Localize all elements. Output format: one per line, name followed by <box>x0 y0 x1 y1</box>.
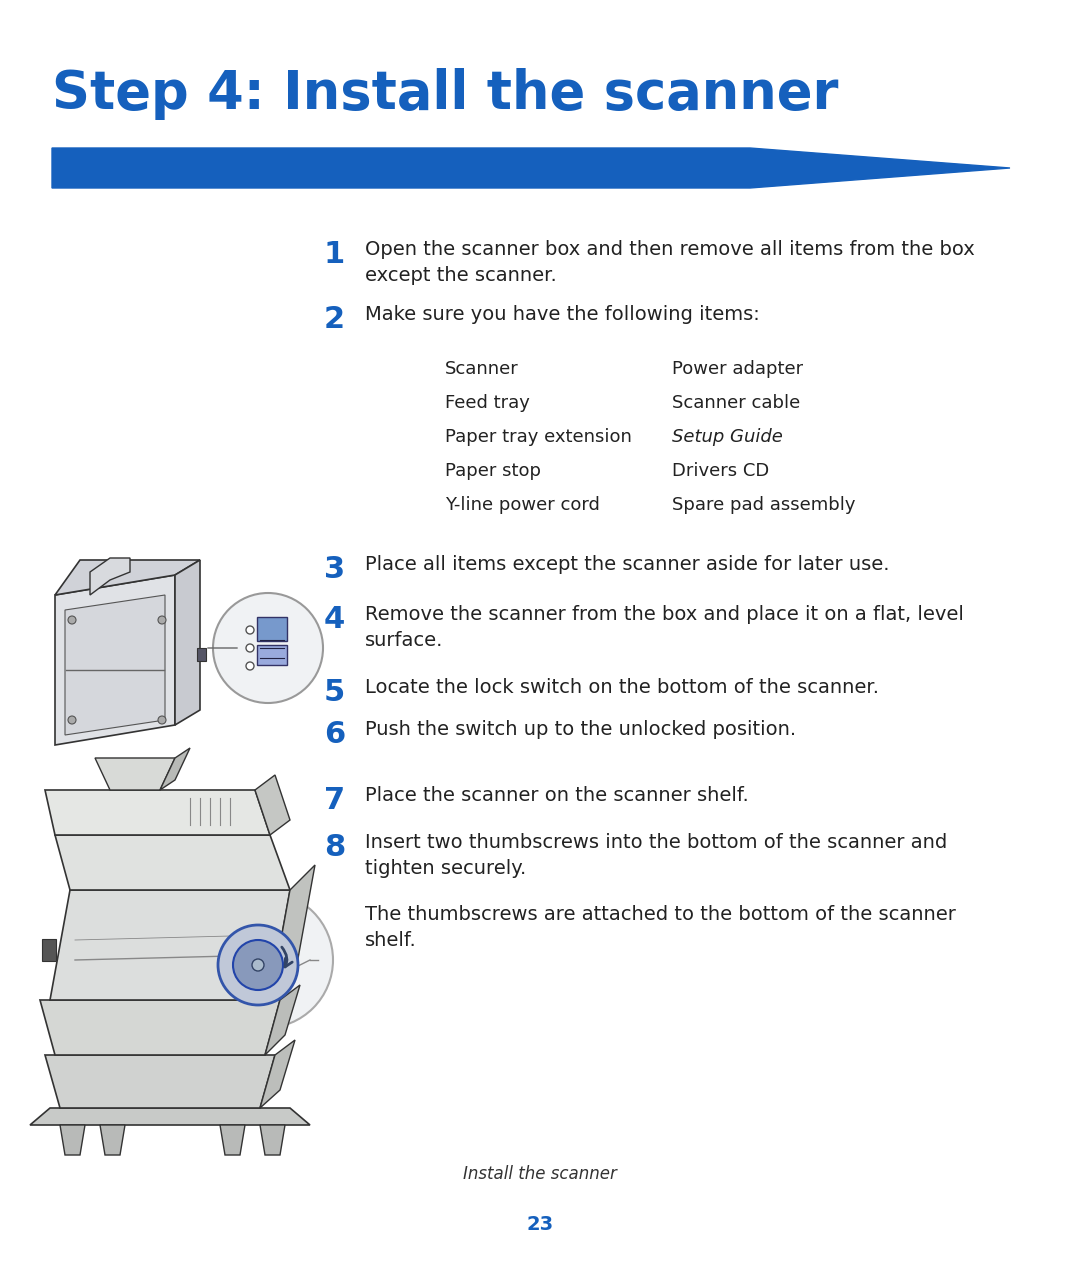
Polygon shape <box>45 1055 275 1108</box>
Text: 2: 2 <box>324 305 345 335</box>
Text: Drivers CD: Drivers CD <box>672 462 769 479</box>
Text: 4: 4 <box>324 605 345 635</box>
Polygon shape <box>220 1126 245 1155</box>
Circle shape <box>252 959 264 970</box>
Circle shape <box>246 662 254 670</box>
Text: Place the scanner on the scanner shelf.: Place the scanner on the scanner shelf. <box>365 786 748 805</box>
Text: Setup Guide: Setup Guide <box>672 428 783 446</box>
Text: Paper tray extension: Paper tray extension <box>445 428 632 446</box>
Polygon shape <box>160 747 190 790</box>
Polygon shape <box>60 1126 85 1155</box>
FancyBboxPatch shape <box>197 647 205 660</box>
Polygon shape <box>175 560 200 726</box>
Text: 8: 8 <box>324 833 345 862</box>
FancyBboxPatch shape <box>257 645 287 665</box>
Text: Remove the scanner from the box and place it on a flat, level
surface.: Remove the scanner from the box and plac… <box>365 605 963 650</box>
Polygon shape <box>255 776 291 835</box>
Text: Feed tray: Feed tray <box>445 394 530 412</box>
Polygon shape <box>55 835 291 890</box>
FancyBboxPatch shape <box>257 617 287 641</box>
Text: Push the switch up to the unlocked position.: Push the switch up to the unlocked posit… <box>365 720 796 738</box>
Text: Locate the lock switch on the bottom of the scanner.: Locate the lock switch on the bottom of … <box>365 678 879 697</box>
Text: Scanner: Scanner <box>445 360 518 378</box>
Circle shape <box>158 717 166 724</box>
Polygon shape <box>30 1108 310 1126</box>
Circle shape <box>197 892 333 1028</box>
Polygon shape <box>65 595 165 735</box>
Text: The thumbscrews are attached to the bottom of the scanner
shelf.: The thumbscrews are attached to the bott… <box>365 905 956 950</box>
Polygon shape <box>50 890 291 1000</box>
Text: 3: 3 <box>324 555 345 585</box>
Polygon shape <box>55 576 175 745</box>
FancyArrowPatch shape <box>282 947 293 967</box>
Text: Paper stop: Paper stop <box>445 462 541 479</box>
Text: 1: 1 <box>324 240 345 269</box>
Text: Scanner cable: Scanner cable <box>672 394 800 412</box>
Circle shape <box>213 594 323 703</box>
Circle shape <box>158 615 166 624</box>
Text: 23: 23 <box>526 1215 554 1235</box>
Circle shape <box>246 626 254 635</box>
Polygon shape <box>260 1126 285 1155</box>
Circle shape <box>246 644 254 653</box>
Text: 5: 5 <box>324 678 345 706</box>
Text: Open the scanner box and then remove all items from the box
except the scanner.: Open the scanner box and then remove all… <box>365 240 975 285</box>
Polygon shape <box>100 1126 125 1155</box>
Polygon shape <box>95 758 175 790</box>
Text: Insert two thumbscrews into the bottom of the scanner and
tighten securely.: Insert two thumbscrews into the bottom o… <box>365 833 947 878</box>
Polygon shape <box>40 1000 280 1055</box>
Polygon shape <box>260 1040 295 1108</box>
Text: Power adapter: Power adapter <box>672 360 804 378</box>
Circle shape <box>233 940 283 990</box>
Text: Place all items except the scanner aside for later use.: Place all items except the scanner aside… <box>365 555 890 574</box>
Text: Step 4: Install the scanner: Step 4: Install the scanner <box>52 68 838 121</box>
Circle shape <box>218 926 298 1005</box>
Text: 6: 6 <box>324 720 345 749</box>
FancyBboxPatch shape <box>42 938 56 962</box>
Polygon shape <box>265 985 300 1055</box>
Text: 7: 7 <box>324 786 345 815</box>
Text: Make sure you have the following items:: Make sure you have the following items: <box>365 305 759 324</box>
Polygon shape <box>270 865 315 1000</box>
Circle shape <box>68 717 76 724</box>
Text: Y-line power cord: Y-line power cord <box>445 496 599 514</box>
Polygon shape <box>52 147 1010 188</box>
Text: Spare pad assembly: Spare pad assembly <box>672 496 855 514</box>
Polygon shape <box>45 790 270 835</box>
Circle shape <box>68 615 76 624</box>
Polygon shape <box>90 558 130 595</box>
Polygon shape <box>55 560 200 595</box>
Text: Install the scanner: Install the scanner <box>463 1165 617 1183</box>
